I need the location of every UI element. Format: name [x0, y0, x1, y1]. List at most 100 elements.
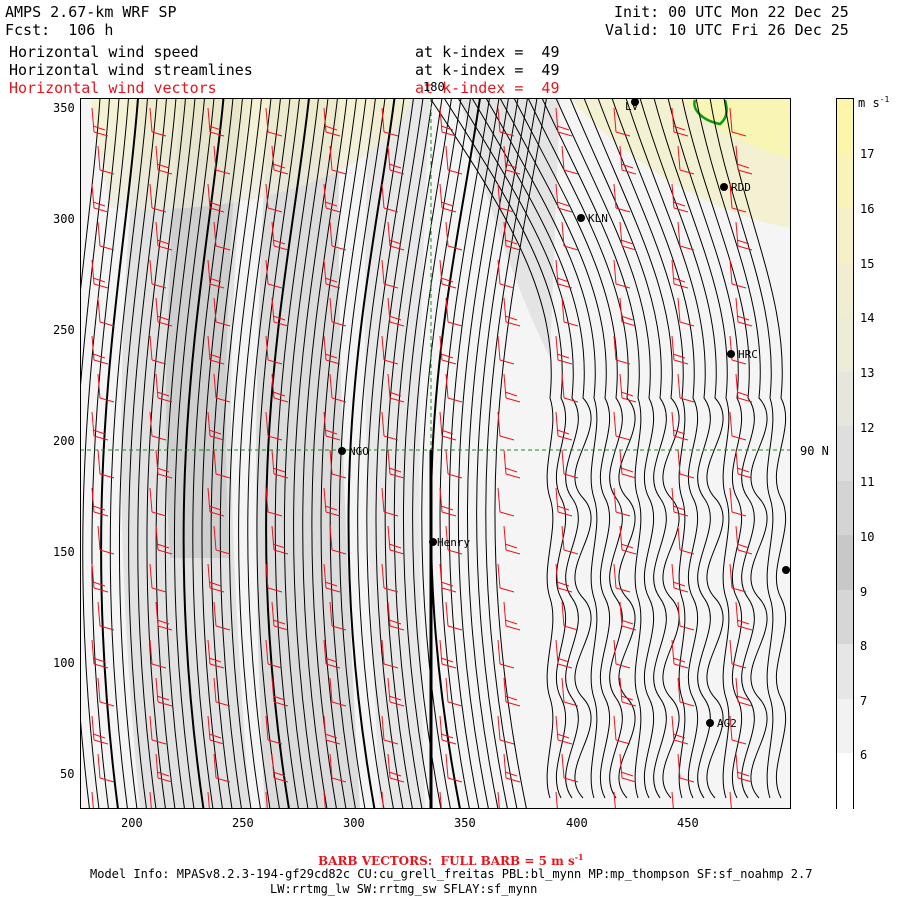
station-label-ngo: NGO [349, 445, 369, 458]
station-label-ag2: AG2 [717, 717, 737, 730]
wind-barb [439, 563, 457, 593]
wind-barb [213, 297, 231, 327]
wind-barb [271, 753, 289, 783]
wind-barb [213, 449, 231, 479]
streamline [625, 98, 711, 799]
wind-barb [729, 183, 747, 213]
station-label-hrc: HRC [738, 348, 758, 361]
wind-barb [439, 183, 457, 213]
wind-barb [149, 411, 167, 441]
wind-barb [735, 145, 753, 175]
wind-barb [387, 449, 405, 479]
wind-barb [381, 639, 399, 669]
streamline [393, 98, 443, 809]
wind-barb [555, 411, 573, 441]
station-dot-hrc[interactable] [727, 350, 735, 358]
colorbar-segment [837, 589, 853, 646]
wind-barb [677, 297, 695, 327]
wind-barb [677, 145, 695, 175]
wind-barb [155, 677, 173, 707]
wind-barb [329, 601, 347, 631]
wind-barb [619, 753, 637, 783]
wind-barb [97, 753, 115, 783]
wind-barb [503, 221, 521, 251]
station-dot-unnamed[interactable] [782, 566, 790, 574]
station-dot-kln[interactable] [577, 214, 585, 222]
station-dot-ngo[interactable] [338, 447, 346, 455]
wind-barb [213, 373, 231, 403]
wind-barb [265, 183, 283, 213]
streamline [513, 98, 623, 799]
streamline [320, 98, 367, 809]
wind-barb [735, 449, 753, 479]
speed-band-core [165, 98, 240, 558]
wind-barb [503, 297, 521, 327]
wind-barb [729, 563, 747, 593]
streamline [219, 98, 262, 809]
station-label-kln: KLN [588, 212, 608, 225]
wind-barb [619, 525, 637, 555]
wind-barb [497, 259, 515, 289]
wind-barb [91, 487, 109, 517]
colorbar-segment [837, 208, 853, 264]
colorbar-segment [837, 426, 853, 482]
wind-barb [381, 487, 399, 517]
colorbar-label: 7 [860, 694, 868, 708]
wind-barb [149, 791, 152, 809]
streamline [499, 98, 611, 799]
streamline [146, 98, 186, 809]
station-dot-rdd[interactable] [720, 183, 728, 191]
wind-barb [271, 373, 289, 403]
station-dot-henry[interactable] [429, 538, 437, 546]
streamline [485, 98, 598, 799]
wind-barb [323, 487, 341, 517]
streamline [476, 98, 528, 809]
wind-barb [439, 107, 457, 137]
wind-barb [91, 563, 109, 593]
wind-barb [207, 487, 225, 517]
streamline [402, 98, 452, 809]
wind-barb [91, 639, 109, 669]
wind-barb [149, 487, 167, 517]
field-1-level: at k-index = 49 [415, 43, 560, 61]
wind-barb [91, 411, 109, 441]
colorbar-segment [837, 480, 853, 537]
streamline [471, 98, 592, 799]
colorbar-label: 11 [860, 475, 875, 489]
y-tick: 150 [53, 545, 75, 559]
wind-barb [387, 525, 405, 555]
field-3-level: at k-index = 49 [415, 79, 560, 97]
station-dot-lv[interactable] [631, 98, 639, 106]
streamline [247, 98, 291, 809]
station-dot-ag2[interactable] [706, 719, 714, 727]
colorbar-label: 6 [860, 748, 868, 762]
wind-barb [503, 525, 521, 555]
streamline [137, 98, 177, 809]
wind-barb [207, 183, 225, 213]
wind-barb [387, 753, 405, 783]
wind-barb [555, 259, 573, 289]
wind-barb [213, 753, 231, 783]
wind-barb [387, 677, 405, 707]
wind-barb [329, 297, 347, 327]
wind-barb [671, 335, 689, 365]
wind-barb [613, 107, 631, 137]
wind-barb [265, 487, 283, 517]
wind-barb [265, 259, 283, 289]
map-plot-area[interactable]: LV RDD KLN HRC NGO Henry AG2 [80, 98, 791, 809]
y-tick: 200 [53, 434, 75, 448]
wind-barb [497, 107, 515, 137]
colorbar-label: 17 [860, 147, 875, 161]
wind-barb [271, 601, 289, 631]
wind-barb [613, 715, 631, 745]
wind-barb [155, 449, 173, 479]
wind-barb [503, 373, 521, 403]
wind-barb [97, 525, 115, 555]
wind-barb [207, 107, 225, 137]
streamline [527, 98, 636, 799]
wind-barb [671, 563, 689, 593]
wind-barb [561, 221, 579, 251]
wind-barb [561, 525, 579, 555]
x-tick: 400 [566, 816, 588, 830]
model-title: AMPS 2.67-km WRF SP [5, 3, 177, 21]
